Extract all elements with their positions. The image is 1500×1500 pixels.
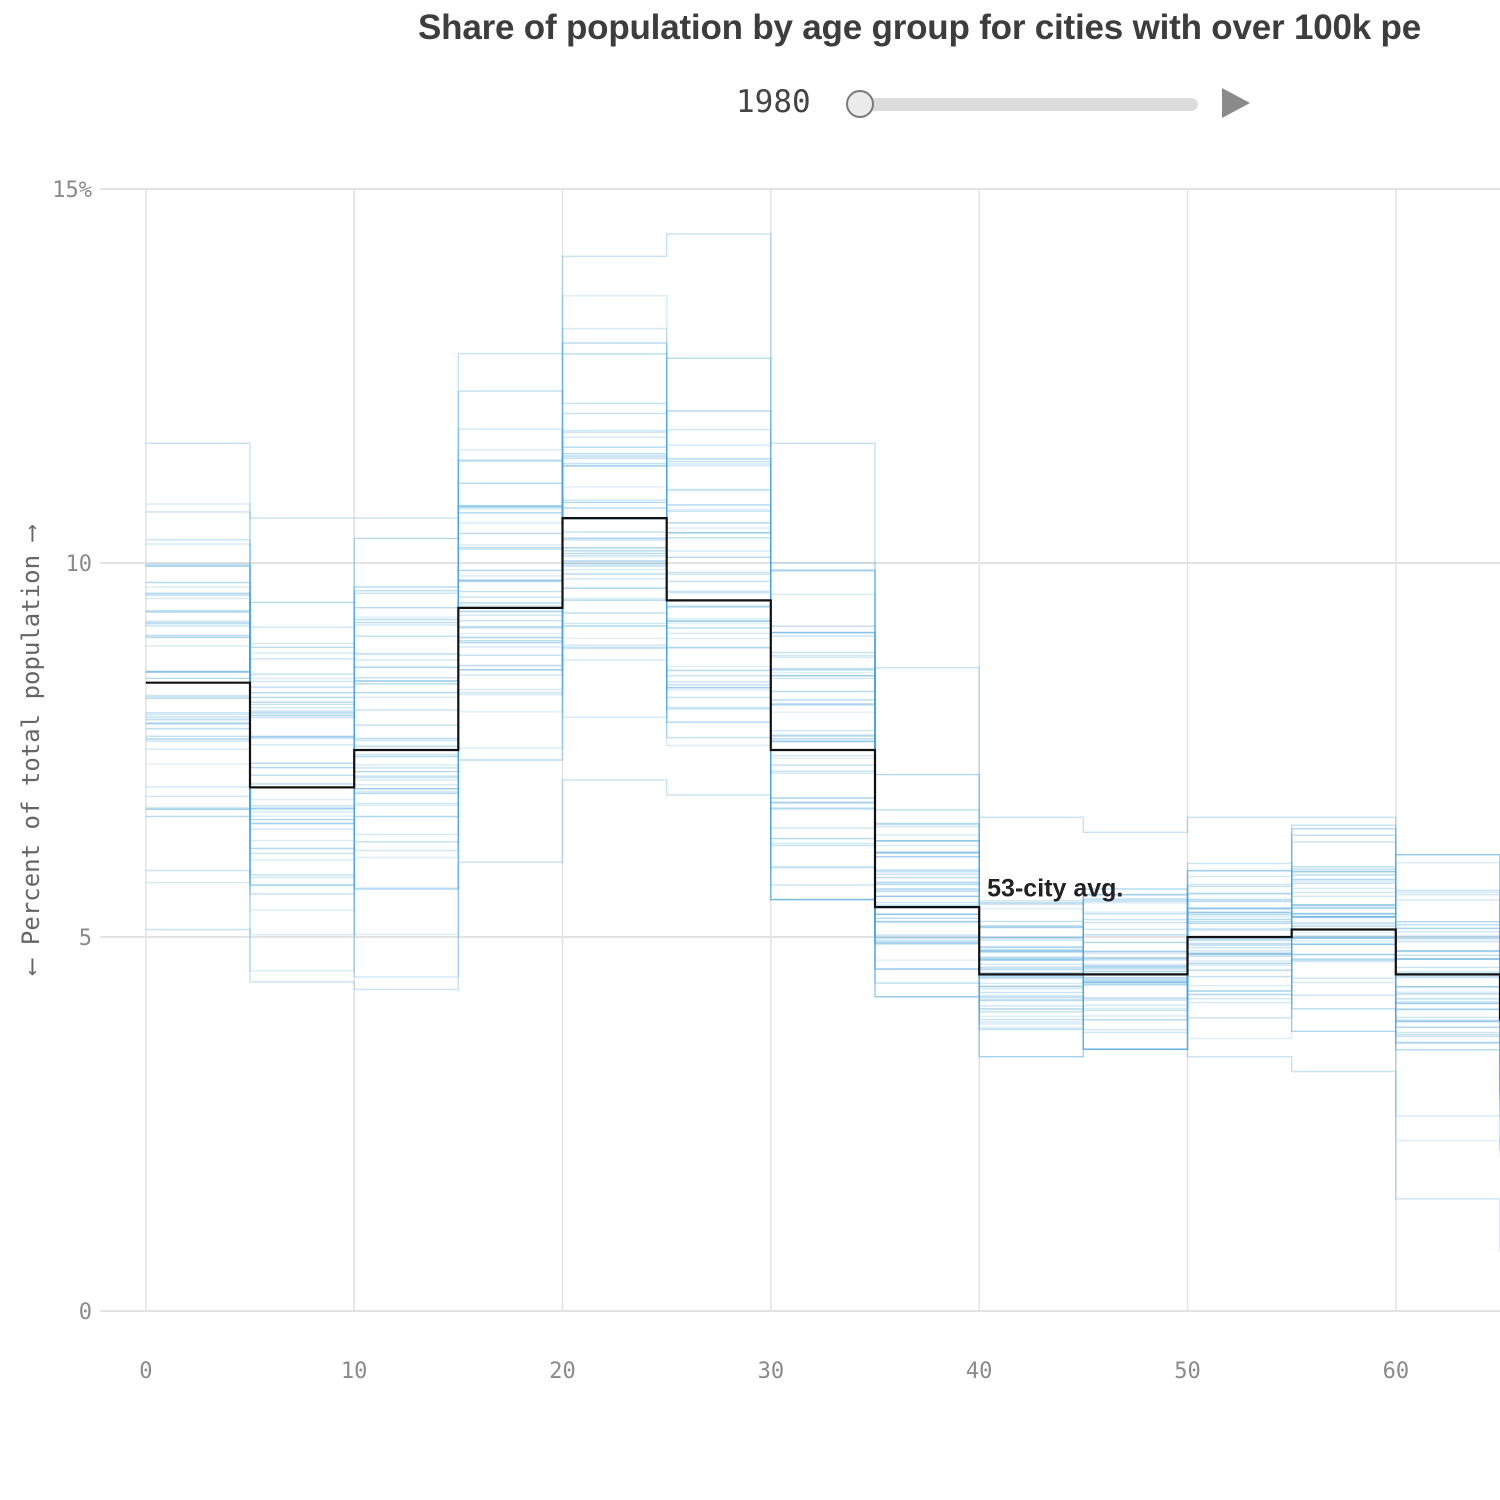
city-line <box>145 622 1500 1040</box>
average-line-group <box>145 517 1500 1021</box>
city-line <box>145 462 1500 982</box>
grid <box>100 188 1500 1312</box>
x-tick-label: 0 <box>139 1359 152 1384</box>
y-axis-label: ⟵ Percent of total population ⟶ <box>17 524 45 975</box>
average-label: 53-city avg. <box>987 874 1123 902</box>
city-line <box>145 327 1500 1012</box>
play-icon <box>1222 88 1250 118</box>
city-lines <box>145 233 1500 1252</box>
x-tick-label: 20 <box>549 1359 576 1384</box>
x-tick-label: 60 <box>1383 1359 1410 1384</box>
y-tick-label: 5 <box>79 926 92 951</box>
city-line <box>145 575 1500 1015</box>
y-tick-label: 15% <box>52 178 92 203</box>
city-line <box>145 458 1500 1062</box>
x-tick-label: 50 <box>1174 1359 1201 1384</box>
year-slider-control: 1980 <box>0 80 1500 130</box>
year-label: 1980 <box>736 84 811 120</box>
city-line <box>145 779 1500 1252</box>
city-line <box>145 612 1500 1150</box>
city-line <box>145 464 1500 913</box>
city-line <box>145 463 1500 1090</box>
play-button[interactable] <box>1222 88 1254 120</box>
city-line <box>145 465 1500 972</box>
x-tick-label: 10 <box>341 1359 368 1384</box>
chart-title: Share of population by age group for cit… <box>418 8 1421 47</box>
x-tick-label: 40 <box>966 1359 993 1384</box>
x-tick-label: 30 <box>758 1359 785 1384</box>
y-tick-label: 10 <box>66 552 93 577</box>
city-line <box>145 428 1500 953</box>
city-line <box>145 518 1500 1031</box>
city-line <box>145 573 1500 1023</box>
year-slider-thumb[interactable] <box>846 90 874 118</box>
year-slider-track[interactable] <box>862 98 1198 111</box>
city-line <box>145 537 1500 988</box>
city-line <box>145 295 1500 987</box>
city-line <box>145 233 1500 908</box>
city-line <box>145 560 1500 1100</box>
average-line <box>145 517 1500 1021</box>
city-line <box>145 390 1500 926</box>
city-line <box>145 490 1500 1067</box>
city-line <box>145 504 1500 1034</box>
city-line <box>145 486 1500 1158</box>
axis-ticks: 0 5 10 15% 0 10 20 30 40 50 60 <box>52 178 1409 1384</box>
city-line <box>145 644 1500 1058</box>
y-tick-label: 0 <box>79 1300 92 1325</box>
city-line <box>145 410 1500 1086</box>
city-line <box>145 537 1500 1023</box>
city-line <box>145 412 1500 1000</box>
city-line <box>145 499 1500 1092</box>
city-line <box>145 547 1500 1050</box>
